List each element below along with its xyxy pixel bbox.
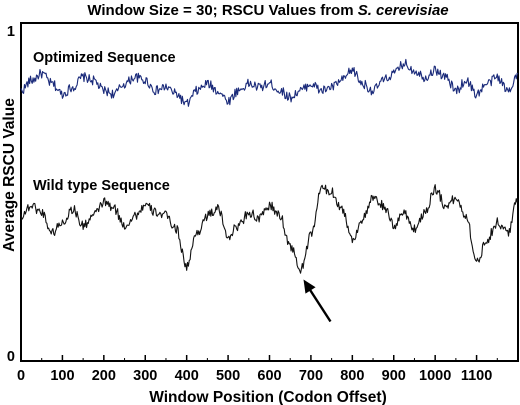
arrow-head [303,279,316,294]
chart-title: Window Size = 30; RSCU Values from S. ce… [87,2,448,19]
chart-title-main: Window Size = 30; RSCU Values from [87,2,357,19]
series-line-0 [20,58,519,107]
x-tick-label-800: 800 [340,368,364,384]
x-tick-label-1100: 1100 [461,368,492,384]
x-tick-labels-group: 0 100 200 300 400 500 600 700 800 900 1000 1100 [17,368,492,384]
x-tick-label-1000: 1000 [419,368,451,384]
series-line-1 [20,184,519,274]
x-ticks-group [20,355,498,361]
arrow-shaft [307,286,332,323]
series-group [20,58,519,274]
x-tick-label-100: 100 [50,368,74,384]
y-tick-label-1: 1 [7,24,15,40]
x-tick-label-700: 700 [299,368,323,384]
x-tick-label-600: 600 [257,368,281,384]
y-tick-label-0: 0 [7,349,15,365]
x-tick-label-200: 200 [92,368,116,384]
series-label-wildtype: Wild type Sequence [33,178,170,194]
x-tick-label-0: 0 [17,368,25,384]
x-tick-label-900: 900 [382,368,406,384]
x-tick-label-500: 500 [216,368,240,384]
x-tick-label-300: 300 [133,368,157,384]
chart-title-italic: S. cerevisiae [358,2,449,19]
x-axis-label: Window Position (Codon Offset) [149,389,387,405]
y-axis-label: Average RSCU Value [1,98,18,252]
annotation-arrow [303,279,332,323]
series-label-optimized: Optimized Sequence [33,50,176,66]
x-tick-label-400: 400 [175,368,199,384]
